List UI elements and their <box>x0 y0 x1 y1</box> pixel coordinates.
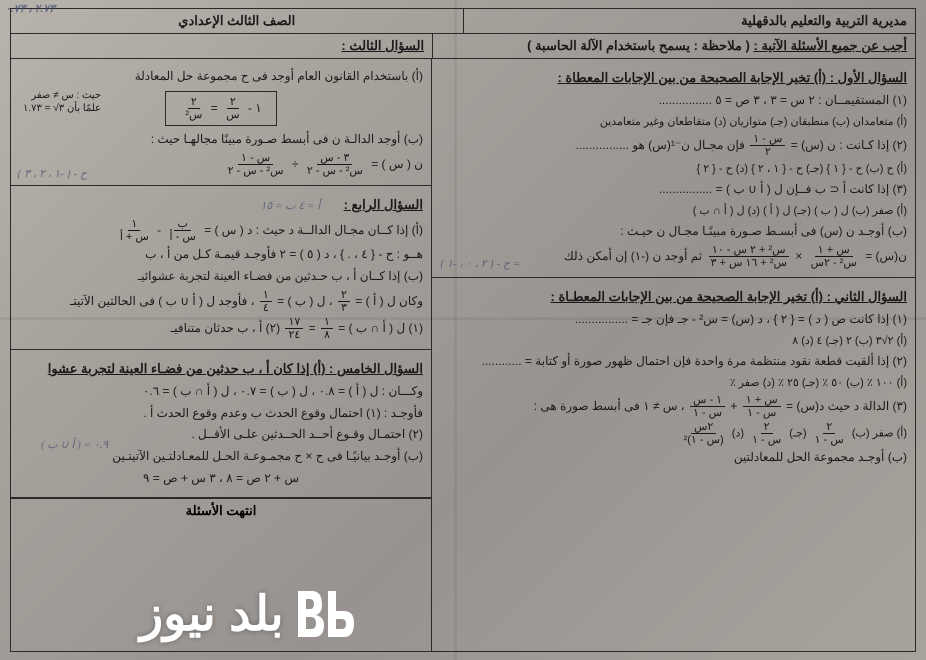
q4-line2: هــو : ح - { ٤ ، . } ، د ( ٥ ) = ٢ فأوجـ… <box>19 245 423 265</box>
q3-line2b: ن ( س ) = ٣ - سس² - س - ٢ ÷ س - ١س² - س … <box>19 152 423 177</box>
frac-6: ٣ - سس² - س - ٢ <box>304 152 366 177</box>
q4-line5: (١) ل ( أ ∩ ب ) = ١٨ = ١٧٢٤ (٢) أ ، ب حد… <box>19 316 423 341</box>
q1-line2: (٢) إذا كـانت : ن (س) = س - ١٢ فإن مجـال… <box>440 133 907 158</box>
handwriting-4: أ = ٤ ب = ١٥ <box>261 200 321 212</box>
q4-line3: (ب) إذا كــان أ ، ب حـدثين من فضـاء العي… <box>19 267 423 287</box>
q3-line2: (ب) أوجد الدالـة ن فى أبسط صـورة مبينًا … <box>19 130 423 150</box>
main-grid: السؤال الأول : (أ) تخير الإجابة الصحيحة … <box>11 59 915 651</box>
q5-line4: (ب) أوجـد بيانيًـا فى ح × ح مجمـوعـة الح… <box>19 447 423 467</box>
frac-7: س - ١س² - س - ٢ <box>225 152 287 177</box>
q2-line3: (٣) الدالة د حيث د(س) = س + ١س - ١ + ١ -… <box>440 394 907 419</box>
q2-line1: (١) إذا كانت ص ( د ) = { ٢ } ، د (س) = س… <box>440 310 907 330</box>
frac-3: س² + ٢ س - ١٠س² + ١٦ س + ٣ <box>707 244 789 269</box>
q1-line1: (١) المستقيمــان : ٢ س = ٣ ، ٣ ص = ٥ ...… <box>440 91 907 111</box>
boxed-equation: ١ - ٢س = ٢س² <box>165 91 276 126</box>
q5-line5: س + ٢ ص = ٨ ، ٣ س + ص = ٩ <box>19 469 423 489</box>
q2-line2: (٢) إذا ألقيت قطعة نقود منتظمة مرة واحدة… <box>440 352 907 372</box>
exam-sheet: مديرية التربية والتعليم بالدقهلية الصف ا… <box>0 0 926 660</box>
q2-opts1: (أ) ٢√٣ (ب) ٢ (جـ) ٤ (د) ٨ <box>440 332 907 350</box>
frac-2: س + ١س² - ٢س <box>808 244 860 269</box>
q3-title: السؤال الثالث : <box>341 38 424 53</box>
q5-line1: وكـــان : ل ( أ ) = ٠.٨ ، ل ( ب ) = ٠.٧ … <box>19 382 423 402</box>
watermark-text: بلد نيوز <box>140 586 284 642</box>
exam-footer: انتهت الأسئلة <box>11 498 431 523</box>
note-row: أجب عن جميع الأسئلة الآتية : ( ملاحظة : … <box>11 34 915 59</box>
right-column: السؤال الأول : (أ) تخير الإجابة الصحيحة … <box>431 59 915 651</box>
instructions: أجب عن جميع الأسئلة الآتية : ( ملاحظة : … <box>432 34 915 58</box>
q1-opts3: (أ) صفر (ب) ل ( ب ) (جـ) ل ( أ ) (د) ل (… <box>440 202 907 220</box>
content-frame: مديرية التربية والتعليم بالدقهلية الصف ا… <box>10 8 916 652</box>
question-3: (أ) باستخدام القانون العام أوجد فى ح مجم… <box>11 59 431 186</box>
q3-title-cell: السؤال الثالث : ٢.٧٣ ، ٠.٧٣ <box>11 34 432 58</box>
q1-line3: (٣) إذا كانت أ ⊂ ب فــإن ل ( أ ∪ ب ) = .… <box>440 180 907 200</box>
watermark-logo-icon <box>296 589 356 639</box>
q2-opts3: (أ) صفر (ب) ٢س - ١ (جـ) ٢س - ١ (د) ٢س(س … <box>440 421 907 446</box>
q5-line3: (٢) احتمـال وقـوع أحــد الحــدثين علـى ا… <box>19 425 423 445</box>
q3-side-note: حيث : س ≠ صفر علمًا بأن ٣√ = ١.٧٣ <box>23 89 101 115</box>
q4-title: السؤال الرابع : <box>344 197 423 212</box>
q2-title: السؤال الثاني : (أ) تخير الإجابة الصحيحة… <box>551 289 908 304</box>
q3-line1: (أ) باستخدام القانون العام أوجد فى ح مجم… <box>19 67 423 87</box>
q5-title: السؤال الخامس : (أ) إذا كان أ ، ب حدثين … <box>48 361 423 376</box>
q1-title: السؤال الأول : (أ) تخير الإجابة الصحيحة … <box>557 70 907 85</box>
header-row: مديرية التربية والتعليم بالدقهلية الصف ا… <box>11 9 915 34</box>
grade-level: الصف الثالث الإعدادي <box>11 9 463 33</box>
q2-line4: (ب) أوجـد مجموعة الحل للمعادلتين <box>440 448 907 468</box>
left-column: (أ) باستخدام القانون العام أوجد فى ح مجم… <box>11 59 431 651</box>
frac-5: ١ - سس - ١ <box>690 394 725 419</box>
question-5: السؤال الخامس : (أ) إذا كان أ ، ب حدثين … <box>11 350 431 498</box>
q3-equation: ١ - ٢س = ٢س² حيث : س ≠ صفر علمًا بأن ٣√ … <box>19 89 423 128</box>
answer-all-label: أجب عن جميع الأسئلة الآتية : <box>754 38 908 53</box>
q2-opts2: (أ) ١٠٠ ٪ (ب) ٥٠ ٪ (جـ) ٢٥ ٪ (د) صفر ٪ <box>440 374 907 392</box>
frac-8: بس - أ <box>167 218 199 243</box>
question-2: السؤال الثاني : (أ) تخير الإجابة الصحيحة… <box>432 278 915 651</box>
frac-4: س + ١س - ١ <box>743 394 781 419</box>
frac-9: ١س + أ <box>117 218 152 243</box>
watermark: بلد نيوز <box>140 586 356 642</box>
question-4: السؤال الرابع : أ = ٤ ب = ١٥ (أ) إذا كــ… <box>11 186 431 350</box>
q5-line2: فأوجـد : (١) احتمال وقوع الحدث ب وعدم وق… <box>19 404 423 424</box>
q4-line1: (أ) إذا كــان مجـال الدالــة د حيث : د (… <box>19 218 423 243</box>
frac-1: س - ١٢ <box>750 133 785 158</box>
directorate: مديرية التربية والتعليم بالدقهلية <box>463 9 916 33</box>
q1-opts2: (أ) ح (ب) ح - { ١ } (جـ) ح - { ١ ، ٢ } (… <box>440 160 907 178</box>
q1-line4a: (ب) أوجـد ن (س) فى أبسـط صـورة مبينًـا م… <box>440 222 907 242</box>
q1-opts1: (أ) متعامدان (ب) منطبقان (جـ) متوازيان (… <box>440 113 907 131</box>
q1-line4b: ن(س) = س + ١س² - ٢س × س² + ٢ س - ١٠س² + … <box>440 244 907 269</box>
question-1: السؤال الأول : (أ) تخير الإجابة الصحيحة … <box>432 59 915 278</box>
q4-line4: وكان ل ( أ ) = ٢٣ ، ل ( ب ) = ١٤ ، فأوجد… <box>19 289 423 314</box>
calculator-note: ( ملاحظة : يسمح باستخدام الآلة الحاسبة ) <box>527 38 750 53</box>
